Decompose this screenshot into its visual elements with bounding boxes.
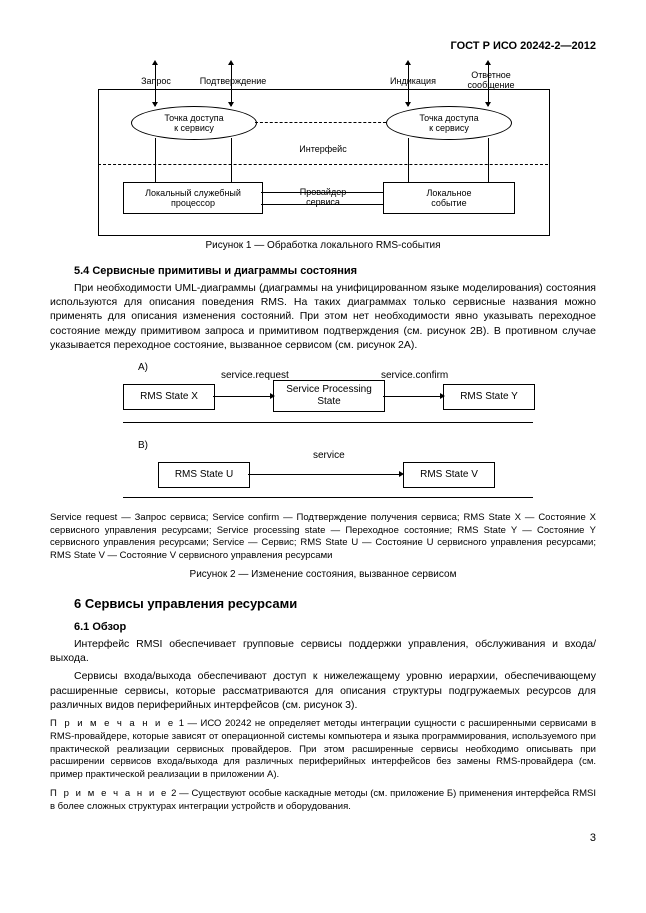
arrowhead-down-4: [485, 102, 491, 107]
note-2-label: П р и м е ч а н и е: [50, 788, 168, 799]
connector-left-1: [155, 138, 156, 183]
box-state-u: RMS State U: [158, 462, 250, 488]
box-local-event: Локальное событие: [383, 182, 515, 214]
divider-a: [123, 422, 533, 423]
hconn-top: [261, 192, 383, 193]
box-local-processor: Локальный служебный процессор: [123, 182, 263, 214]
para-5-4-1: При необходимости UML-диаграммы (диаграм…: [50, 281, 596, 352]
dashed-line-lower: [98, 164, 548, 165]
arrow-u-to-v: [248, 474, 400, 475]
arrow-proc-to-y: [383, 396, 441, 397]
box-state-v: RMS State V: [403, 462, 495, 488]
label-podtv: Подтверждение: [193, 76, 273, 86]
arrow-request-down: [155, 64, 156, 106]
box-processing-state: Service Processing State: [273, 380, 385, 412]
label-indic: Индикация: [383, 76, 443, 86]
section-6-1-head: 6.1 Обзор: [50, 621, 596, 633]
figure2-glossary: Service request — Запрос сервиса; Servic…: [50, 512, 596, 563]
note-2: П р и м е ч а н и е 2 — Существуют особы…: [50, 788, 596, 814]
figure-2: A) service.request service.confirm RMS S…: [103, 362, 543, 502]
para-6-1-1: Интерфейс RMSI обеспечивает групповые се…: [50, 637, 596, 665]
arrowhead-down-3: [405, 102, 411, 107]
arrow-confirm-up: [231, 64, 232, 106]
arrowhead-down-2: [228, 102, 234, 107]
connector-left-2: [231, 138, 232, 183]
figure1-caption: Рисунок 1 — Обработка локального RMS-соб…: [50, 240, 596, 251]
box-state-y: RMS State Y: [443, 384, 535, 410]
para-6-1-2: Сервисы входа/выхода обеспечивают доступ…: [50, 669, 596, 712]
page-number: 3: [50, 832, 596, 844]
ellipse-access-right: Точка доступа к сервису: [386, 106, 512, 140]
label-otvet: Ответное сообщение: [461, 70, 521, 90]
box-state-x: RMS State X: [123, 384, 215, 410]
label-b: B): [138, 440, 148, 451]
note-1: П р и м е ч а н и е 1 — ИСО 20242 не опр…: [50, 718, 596, 782]
label-a: A): [138, 362, 148, 373]
hconn-bot: [261, 204, 383, 205]
arrow-indic-up: [408, 64, 409, 106]
note-1-label: П р и м е ч а н и е: [50, 718, 175, 729]
connector-right-1: [408, 138, 409, 183]
label-service-confirm: service.confirm: [381, 370, 448, 381]
ellipse-access-left: Точка доступа к сервису: [131, 106, 257, 140]
arrow-x-to-proc: [213, 396, 271, 397]
arrowhead-down-1: [152, 102, 158, 107]
dashed-line-upper: [255, 122, 386, 123]
label-zapros: Запрос: [131, 76, 181, 86]
label-service: service: [313, 450, 345, 461]
figure2-caption: Рисунок 2 — Изменение состояния, вызванн…: [50, 569, 596, 580]
figure-1: Запрос Подтверждение Индикация Ответное …: [83, 64, 563, 234]
section-6-head: 6 Сервисы управления ресурсами: [50, 596, 596, 611]
section-5-4-head: 5.4 Сервисные примитивы и диаграммы сост…: [50, 265, 596, 277]
connector-right-2: [488, 138, 489, 183]
doc-header: ГОСТ Р ИСО 20242-2—2012: [50, 40, 596, 52]
arrow-response-up: [488, 64, 489, 106]
label-interface: Интерфейс: [283, 144, 363, 154]
divider-b: [123, 497, 533, 498]
